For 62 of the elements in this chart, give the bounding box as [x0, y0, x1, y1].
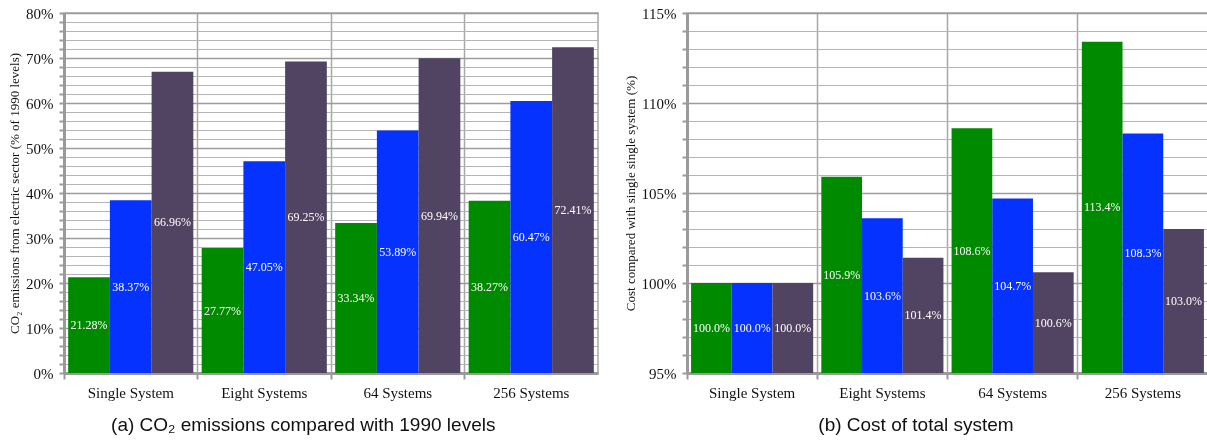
y-tick-label: 80% [26, 5, 54, 22]
data-label: 33.34% [337, 290, 375, 305]
x-tick-label: Eight Systems [221, 384, 308, 401]
y-tick-label: 110% [642, 95, 677, 112]
data-label: 60.47% [512, 229, 550, 244]
data-label: 100.0% [692, 321, 730, 335]
data-label: 100.6% [1034, 315, 1072, 330]
x-tick-label: Single System [708, 384, 796, 401]
data-label: 113.4% [1083, 200, 1121, 215]
bar [468, 200, 511, 373]
bar [151, 71, 194, 373]
data-label: 103.0% [1165, 294, 1203, 308]
data-label: 72.41% [554, 203, 592, 218]
y-tick-label: 0% [33, 365, 54, 382]
data-label: 108.6% [953, 243, 991, 258]
data-label: 101.4% [904, 308, 942, 323]
bar [201, 248, 244, 373]
text: (a) CO₂ emissions compared with 1990 levels [111, 414, 496, 435]
bar [376, 130, 419, 373]
y-tick-label: 40% [26, 185, 54, 202]
y-axis-title: CO₂ emissions from electric sector (% of 1990 levels) [7, 52, 22, 335]
x-tick-label: 64 Systems [978, 384, 1048, 401]
data-label: 66.96% [153, 215, 191, 230]
data-label: 105.9% [823, 267, 861, 282]
y-tick-label: 50% [26, 140, 54, 157]
data-label: 100.0% [733, 321, 771, 335]
x-tick-label: 256 Systems [1104, 384, 1182, 401]
data-label: 53.89% [379, 244, 417, 259]
y-tick-label: 105% [641, 185, 677, 202]
x-tick-label: 256 Systems [493, 384, 570, 401]
data-label: 27.77% [204, 303, 242, 318]
data-label: 69.94% [420, 208, 458, 223]
data-label: 103.6% [863, 288, 901, 303]
bar [552, 47, 594, 373]
y-tick-label: 100% [641, 275, 677, 292]
data-label: 38.27% [471, 279, 509, 294]
y-tick-label: 30% [26, 230, 54, 247]
bar [243, 161, 286, 373]
data-label: 69.25% [287, 210, 325, 225]
bar [418, 58, 461, 373]
x-tick-label: Single System [87, 384, 175, 401]
data-label: 104.7% [994, 278, 1032, 293]
data-label: 38.37% [112, 279, 150, 294]
y-axis-title: Cost compared with single single system (%) [622, 75, 638, 312]
y-tick-label: 95% [649, 365, 677, 382]
data-label: 47.05% [245, 260, 283, 275]
y-tick-label: 20% [26, 275, 54, 292]
bar [335, 222, 377, 373]
y-tick-label: 10% [26, 320, 54, 337]
data-label: 100.0% [774, 321, 812, 335]
bar [68, 277, 110, 373]
data-label: 21.28% [70, 318, 108, 333]
x-tick-label: Eight Systems [839, 384, 926, 401]
bar [510, 100, 553, 373]
x-tick-label: 64 Systems [363, 384, 433, 401]
bar [285, 61, 327, 373]
y-tick-label: 70% [26, 50, 54, 67]
y-tick-label: 60% [26, 95, 54, 112]
data-label: 108.3% [1124, 246, 1162, 261]
text: (b) Cost of total system [818, 414, 1014, 435]
y-tick-label: 115% [642, 5, 677, 22]
bar [109, 200, 152, 373]
